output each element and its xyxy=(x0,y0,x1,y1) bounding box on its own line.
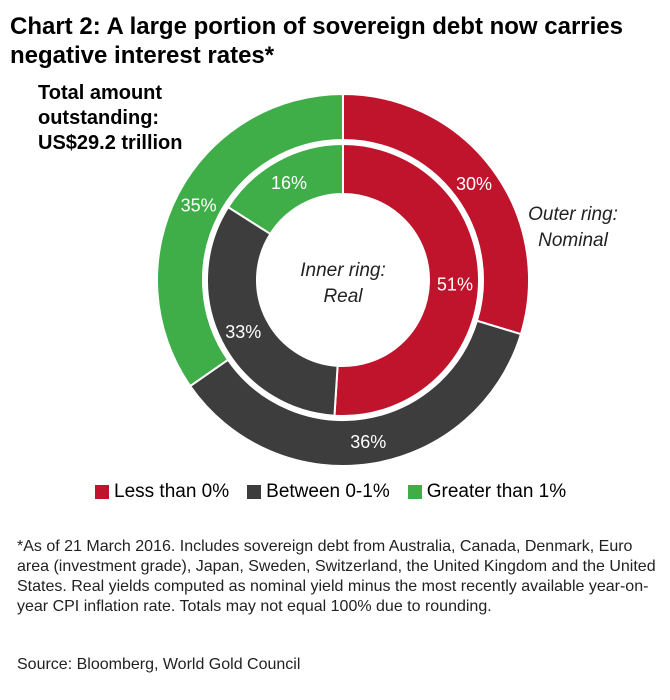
legend-swatch xyxy=(95,485,109,499)
inner-slice-between-0-1 xyxy=(206,205,339,417)
total-line-1: Total amount xyxy=(38,82,163,104)
legend-item-less-than-0: Less than 0% xyxy=(95,481,229,503)
chart-title: Chart 2: A large portion of sovereign de… xyxy=(10,12,660,70)
source-note: Source: Bloomberg, World Gold Council xyxy=(17,656,301,673)
inner-label-greater-than-1: 16% xyxy=(271,173,307,193)
legend-item-greater-than-1: Greater than 1% xyxy=(407,481,567,503)
donut-chart: 30% 36% 35% 51% 33% 16% Inner ring: Real Oute… xyxy=(156,92,618,467)
slice-labels: 30% 36% 35% 51% 33% 16% xyxy=(181,173,492,452)
chart-title-line-2: negative interest rates* xyxy=(10,42,275,69)
total-line-3: US$29.2 trillion xyxy=(38,132,183,154)
inner-label-less-than-0: 51% xyxy=(437,275,473,295)
outer-label-between-0-1: 36% xyxy=(350,432,386,452)
center-label-line-2: Real xyxy=(323,286,363,307)
inner-slice-less-than-0 xyxy=(333,142,480,417)
legend: Less than 0% Between 0-1% Greater than 1… xyxy=(95,481,584,503)
legend-swatch xyxy=(407,485,422,499)
legend-label: Less than 0% xyxy=(114,481,230,502)
total-outstanding: Total amount outstanding: US$29.2 trilli… xyxy=(38,81,238,156)
inner-label-between-0-1: 33% xyxy=(225,322,261,342)
outer-slice-greater-than-1 xyxy=(156,92,344,388)
footnote: *As of 21 March 2016. Includes sovereign… xyxy=(17,538,656,615)
outer-label-less-than-0: 30% xyxy=(456,174,492,194)
inner-slice-greater-than-1 xyxy=(226,142,344,236)
legend-item-between-0-1: Between 0-1% xyxy=(247,481,390,503)
outer-ring-label-line-2: Nominal xyxy=(538,230,608,251)
outer-ring-label-line-1: Outer ring: xyxy=(528,204,618,225)
legend-label: Between 0-1% xyxy=(266,481,390,502)
outer-slice-between-0-1 xyxy=(188,319,523,467)
outer-label-greater-than-1: 35% xyxy=(181,195,217,215)
inner-ring xyxy=(206,142,480,417)
legend-swatch xyxy=(247,485,262,499)
center-label-line-1: Inner ring: xyxy=(300,260,386,281)
chart-title-line-1: Chart 2: A large portion of sovereign de… xyxy=(10,13,623,40)
outer-ring xyxy=(156,92,530,467)
total-line-2: outstanding: xyxy=(38,107,160,129)
legend-label: Greater than 1% xyxy=(426,481,567,502)
